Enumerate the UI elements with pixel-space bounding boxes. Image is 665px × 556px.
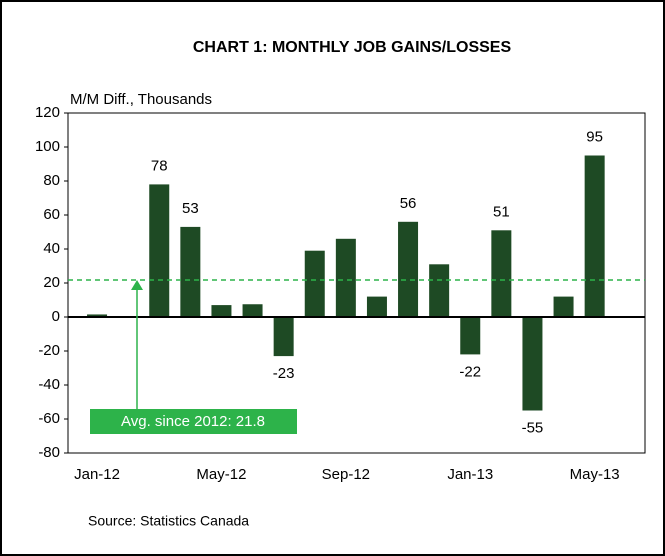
annotation: Avg. since 2012: 21.8 — [121, 413, 265, 430]
x-tick-label: Sep-12 — [322, 466, 370, 483]
arrow-head — [131, 279, 143, 290]
value-label: -55 — [522, 419, 544, 436]
value-label: -22 — [459, 363, 481, 380]
bar — [398, 221, 419, 317]
value-label: 56 — [400, 195, 417, 212]
chart-title: CHART 1: MONTHLY JOB GAINS/LOSSES — [193, 39, 512, 56]
source: Source: Statistics Canada — [88, 513, 249, 529]
y-tick-label: 20 — [43, 274, 60, 291]
value-label: 78 — [151, 157, 168, 174]
bar — [211, 305, 232, 317]
y-tick-label: 40 — [43, 240, 60, 257]
value-label: 51 — [493, 203, 510, 220]
y-axis-label: M/M Diff., Thousands — [70, 91, 212, 108]
y-tick-label: 60 — [43, 206, 60, 223]
bar — [553, 296, 574, 317]
bar — [304, 250, 325, 317]
value-label: 53 — [182, 200, 199, 217]
y-tick-label: 80 — [43, 172, 60, 189]
bar — [273, 317, 294, 357]
bar — [180, 226, 201, 317]
bar — [87, 314, 108, 317]
bar — [460, 317, 481, 355]
bar — [584, 155, 605, 317]
y-tick-label: -60 — [38, 410, 60, 427]
x-tick-label: May-13 — [570, 466, 620, 483]
bar — [242, 304, 263, 317]
y-tick-label: -40 — [38, 376, 60, 393]
x-tick-label: May-12 — [196, 466, 246, 483]
bar — [366, 296, 387, 317]
y-tick-label: 100 — [35, 138, 60, 155]
bar — [522, 317, 543, 411]
bar — [429, 264, 450, 317]
annotation-box — [90, 409, 297, 434]
y-tick-label: 0 — [52, 308, 60, 325]
x-tick-label: Jan-13 — [447, 466, 493, 483]
bar — [491, 230, 512, 317]
value-label: -23 — [273, 365, 295, 382]
y-tick-label: -20 — [38, 342, 60, 359]
y-tick-label: 120 — [35, 104, 60, 121]
bar — [335, 238, 356, 317]
x-tick-label: Jan-12 — [74, 466, 120, 483]
y-tick-label: -80 — [38, 444, 60, 461]
value-label: 95 — [586, 128, 603, 145]
bar — [149, 184, 170, 317]
